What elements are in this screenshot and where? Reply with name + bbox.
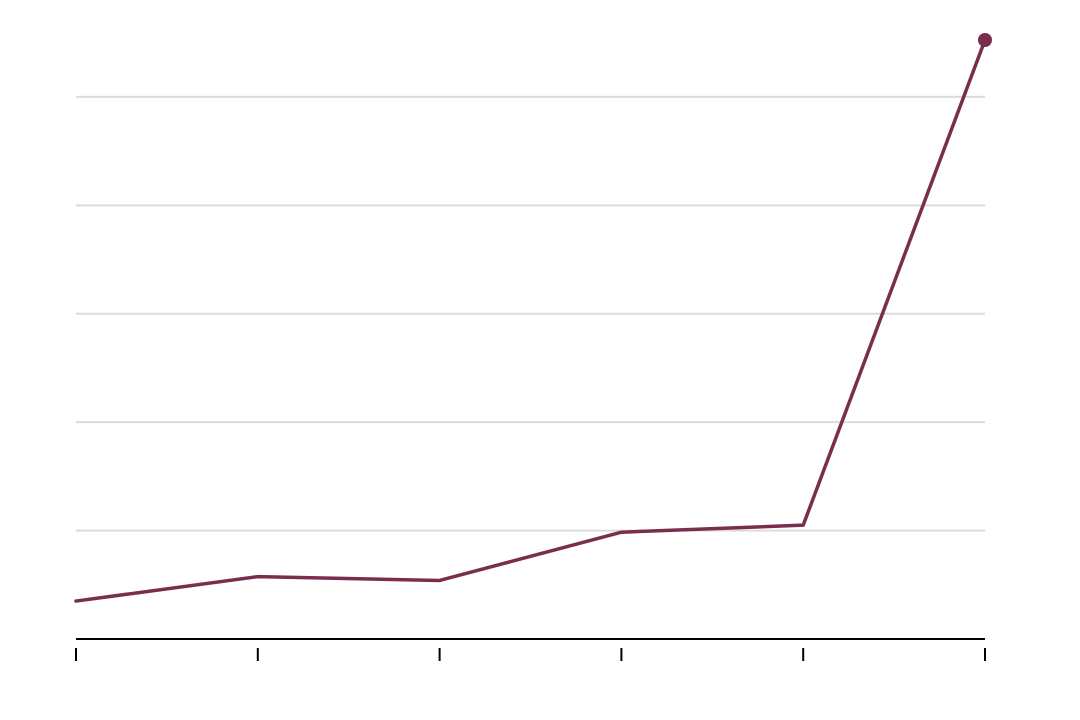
series-line-0 xyxy=(74,38,987,603)
series-layer xyxy=(74,33,992,603)
x-axis xyxy=(75,638,986,661)
gridlines xyxy=(76,95,985,532)
series-end-point-0 xyxy=(978,33,992,47)
